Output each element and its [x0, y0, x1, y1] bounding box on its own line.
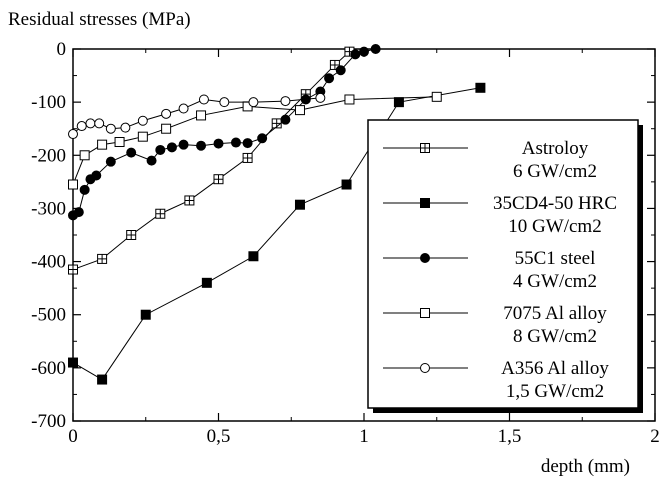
data-point-series-3 [294, 105, 305, 116]
legend-marker-1 [420, 198, 430, 208]
legend-label-4: A356 Al alloy [501, 358, 609, 379]
data-point-series-1 [294, 199, 305, 210]
data-point-series-2 [126, 147, 137, 158]
data-point-series-4 [68, 129, 78, 140]
data-point-series-4 [219, 97, 230, 108]
data-point-series-4 [248, 97, 259, 108]
data-point-series-3 [137, 131, 148, 142]
legend-label-3: 7075 Al alloy [503, 303, 607, 324]
x-tick-label: 1,5 [498, 426, 522, 447]
data-point-series-2 [105, 156, 116, 167]
legend-marker-4 [420, 363, 430, 373]
data-point-series-1 [140, 309, 151, 320]
data-point-series-3 [68, 179, 78, 190]
data-point-series-4 [76, 121, 87, 132]
data-point-series-4 [178, 103, 189, 114]
data-point-series-1 [248, 251, 259, 262]
data-point-series-4 [137, 115, 148, 126]
data-point-series-2 [166, 142, 177, 153]
data-point-series-4 [120, 122, 131, 133]
y-tick-label: -500 [31, 305, 66, 326]
data-point-series-4 [161, 108, 172, 119]
data-point-series-2 [196, 140, 207, 151]
data-point-series-0 [155, 208, 166, 219]
data-point-series-3 [344, 94, 355, 105]
legend-sublabel-3: 8 GW/cm2 [513, 326, 597, 347]
data-point-series-1 [97, 374, 108, 385]
data-point-series-0 [329, 59, 340, 70]
legend-marker-0 [420, 143, 430, 153]
legend-label-0: Astroloy [522, 138, 589, 159]
data-point-series-2 [370, 44, 381, 54]
legend-sublabel-0: 6 GW/cm2 [513, 161, 597, 182]
y-axis-title: Residual stresses (MPa) [8, 9, 191, 30]
data-point-series-0 [213, 174, 224, 185]
data-point-series-0 [126, 230, 137, 240]
legend-marker-2 [420, 253, 430, 263]
data-point-series-2 [350, 49, 361, 60]
data-point-series-2 [257, 133, 268, 144]
legend-sublabel-1: 10 GW/cm2 [508, 216, 601, 237]
data-point-series-2 [324, 73, 335, 84]
data-point-series-2 [73, 207, 84, 218]
data-point-series-1 [393, 97, 404, 108]
data-point-series-4 [85, 118, 96, 129]
y-tick-label: -200 [31, 145, 66, 166]
y-tick-label: -400 [31, 252, 66, 273]
data-point-series-2 [91, 170, 102, 181]
x-tick-label: 0,5 [207, 426, 231, 447]
y-tick-label: 0 [57, 39, 67, 60]
legend-sublabel-2: 4 GW/cm2 [513, 271, 597, 292]
data-point-series-2 [280, 114, 291, 125]
data-point-series-2 [359, 46, 369, 57]
y-tick-label: -600 [31, 358, 66, 379]
data-point-series-4 [315, 92, 326, 103]
data-point-series-3 [79, 150, 90, 161]
data-point-series-4 [94, 118, 105, 129]
x-tick-label: 1 [359, 426, 369, 447]
y-tick-label: -100 [31, 92, 66, 113]
data-point-series-3 [97, 139, 108, 150]
data-point-series-1 [341, 179, 352, 190]
data-point-series-2 [213, 138, 224, 149]
data-point-series-1 [68, 357, 78, 368]
data-point-series-1 [201, 277, 212, 288]
data-point-series-4 [105, 123, 116, 134]
x-axis-title: depth (mm) [541, 456, 630, 477]
data-point-series-4 [198, 94, 209, 105]
data-point-series-2 [230, 137, 241, 148]
data-point-series-3 [161, 123, 172, 134]
data-point-series-2 [242, 138, 253, 149]
data-point-series-3 [431, 91, 442, 102]
data-point-series-2 [146, 155, 157, 166]
data-point-series-2 [178, 139, 189, 150]
data-point-series-4 [280, 96, 291, 107]
data-point-series-2 [79, 184, 90, 195]
legend-sublabel-4: 1,5 GW/cm2 [506, 381, 604, 402]
data-point-series-2 [335, 65, 346, 76]
data-point-series-0 [68, 264, 78, 275]
y-tick-label: -700 [31, 411, 66, 432]
x-tick-label: 2 [650, 426, 660, 447]
legend-marker-3 [420, 308, 430, 318]
x-tick-label: 0 [68, 426, 78, 447]
data-point-series-1 [475, 82, 486, 93]
data-point-series-0 [97, 253, 108, 264]
data-point-series-0 [242, 152, 253, 163]
data-point-series-3 [114, 137, 125, 147]
data-point-series-2 [155, 144, 166, 155]
legend-box [367, 119, 639, 409]
data-point-series-3 [196, 110, 207, 121]
legend-label-1: 35CD4-50 HRC [493, 193, 617, 214]
data-point-series-0 [184, 195, 195, 206]
legend-label-2: 55C1 steel [515, 248, 596, 269]
y-tick-label: -300 [31, 198, 66, 219]
